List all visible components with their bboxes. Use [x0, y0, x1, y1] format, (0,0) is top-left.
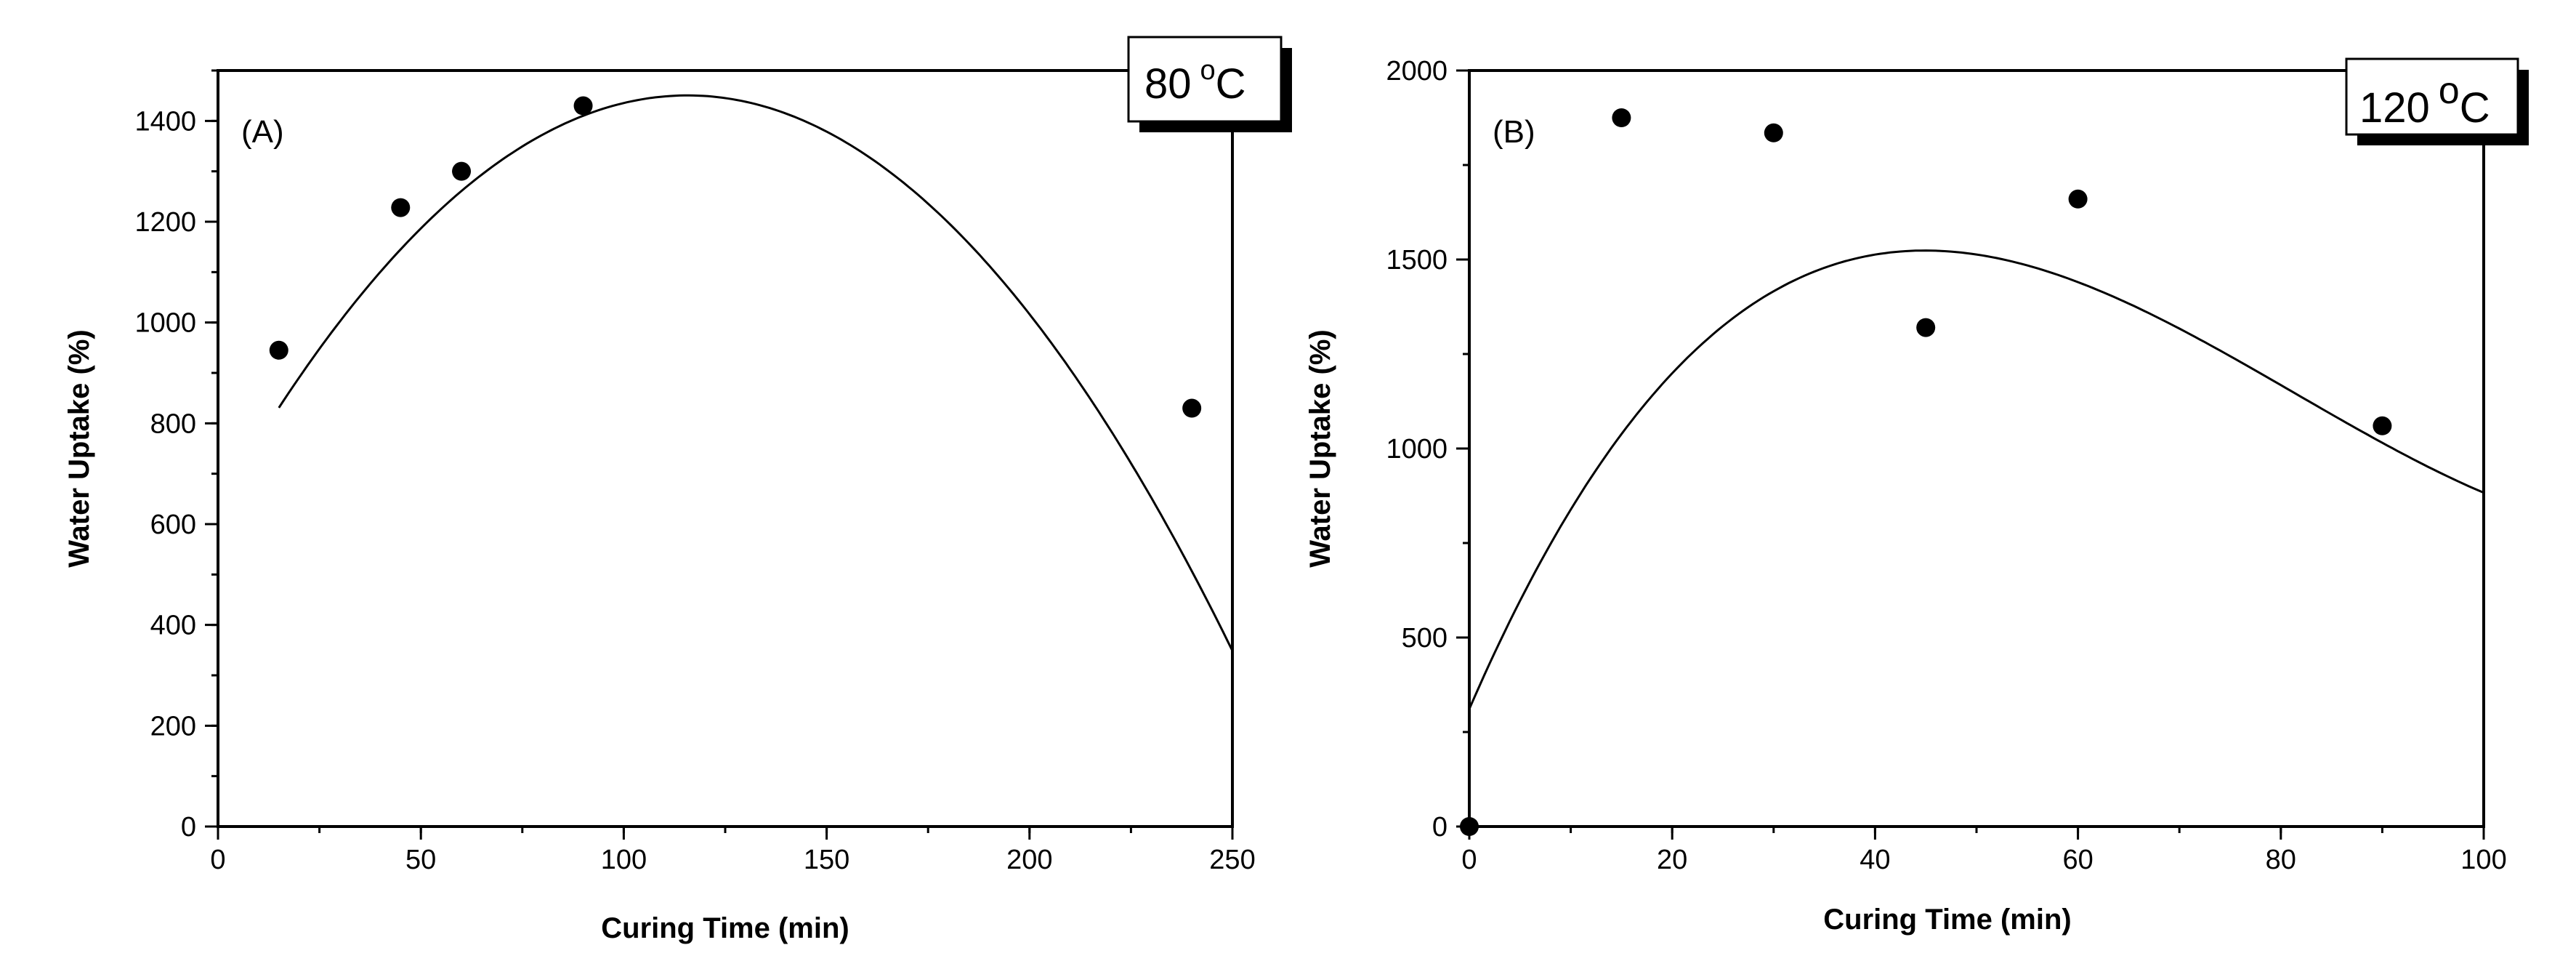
x-axis-title: Curing Time (min) [1823, 904, 2071, 936]
data-point [573, 96, 593, 116]
y-tick-label: 1200 [134, 207, 196, 238]
y-axis-title: Water Uptake (%) [1304, 329, 1336, 567]
plot-frame [217, 69, 1234, 828]
x-tick-label: 150 [804, 845, 849, 875]
y-tick-label: 2000 [1386, 56, 1448, 87]
x-tick-label: 0 [210, 845, 225, 875]
y-axis-title: Water Uptake (%) [63, 329, 95, 567]
panel-label: (A) [241, 114, 284, 150]
x-tick-label: 50 [405, 845, 436, 875]
plot-frame [1468, 69, 2485, 828]
x-tick-label: 80 [2266, 845, 2296, 875]
temperature-box: 120 oC [2345, 57, 2529, 145]
y-tick-label: 1500 [1386, 245, 1448, 276]
data-point [2373, 416, 2392, 435]
x-tick-label: 200 [1006, 845, 1052, 875]
data-point [269, 340, 288, 360]
x-tick-label: 0 [1461, 845, 1477, 875]
data-point [391, 198, 411, 217]
y-tick-label: 0 [1432, 812, 1448, 843]
panel-label: (B) [1493, 114, 1535, 150]
data-point [1916, 318, 1936, 337]
data-point [1612, 108, 1631, 127]
chart-panel-a: 0 50 100 150 200 250 0 200 400 600 800 1000 1200 1400… [63, 36, 1292, 944]
fit-curve [278, 94, 1234, 651]
x-tick-label: 60 [2062, 845, 2093, 875]
y-tick-label: 1000 [134, 308, 196, 339]
y-tick-label: 500 [1402, 623, 1448, 654]
data-point [1764, 123, 1783, 142]
y-tick-label: 0 [181, 812, 196, 843]
y-tick-label: 1000 [1386, 434, 1448, 465]
temperature-label: 80 oC [1144, 55, 1246, 108]
temperature-label: 120 oC [2359, 70, 2490, 132]
y-tick-label: 1400 [134, 106, 196, 137]
data-point [1460, 817, 1479, 836]
y-tick-label: 800 [150, 409, 196, 439]
temperature-box: 80 oC [1127, 36, 1292, 132]
data-point [2068, 189, 2088, 209]
y-tick-label: 200 [150, 711, 196, 741]
x-axis-title: Curing Time (min) [601, 912, 849, 944]
x-tick-label: 250 [1209, 845, 1255, 875]
data-point [452, 161, 472, 181]
y-tick-label: 600 [150, 510, 196, 540]
x-tick-label: 20 [1657, 845, 1687, 875]
y-tick-label: 400 [150, 611, 196, 641]
data-point [1182, 398, 1202, 418]
x-tick-label: 40 [1860, 845, 1890, 875]
fit-curve [1468, 249, 2484, 709]
x-tick-label: 100 [601, 845, 647, 875]
x-tick-label: 100 [2460, 845, 2506, 875]
